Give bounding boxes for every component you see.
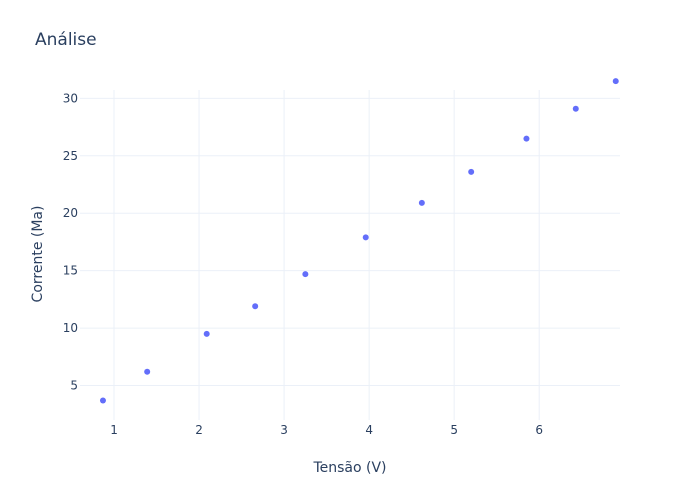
y-tick-label: 20 xyxy=(63,206,78,220)
data-point[interactable] xyxy=(252,303,259,310)
data-point[interactable] xyxy=(468,168,475,175)
x-tick-label: 3 xyxy=(280,423,288,437)
y-axis-title: Corrente (Ma) xyxy=(30,206,46,303)
x-tick-label: 1 xyxy=(110,423,118,437)
data-point[interactable] xyxy=(418,199,425,206)
data-point[interactable] xyxy=(572,105,579,112)
y-tick-label: 10 xyxy=(63,321,78,335)
data-point[interactable] xyxy=(302,271,309,278)
y-tick-label: 25 xyxy=(63,149,78,163)
tick-labels: 1 2 3 4 5 6 5 10 15 20 25 30 xyxy=(63,91,543,437)
data-point[interactable] xyxy=(612,78,619,85)
x-tick-label: 5 xyxy=(450,423,458,437)
x-axis-title: Tensão (V) xyxy=(312,460,386,476)
x-tick-label: 2 xyxy=(195,423,203,437)
data-point[interactable] xyxy=(523,135,530,142)
data-points xyxy=(99,78,619,404)
chart-title: Análise xyxy=(35,30,97,50)
x-tick-label: 4 xyxy=(365,423,373,437)
data-point[interactable] xyxy=(144,368,151,375)
data-point[interactable] xyxy=(362,234,369,241)
y-tick-label: 5 xyxy=(70,379,78,393)
y-tick-label: 30 xyxy=(63,91,78,105)
grid xyxy=(80,90,620,420)
x-tick-label: 6 xyxy=(535,423,543,437)
data-point[interactable] xyxy=(203,330,210,337)
data-point[interactable] xyxy=(99,397,106,404)
y-tick-label: 15 xyxy=(63,264,78,278)
